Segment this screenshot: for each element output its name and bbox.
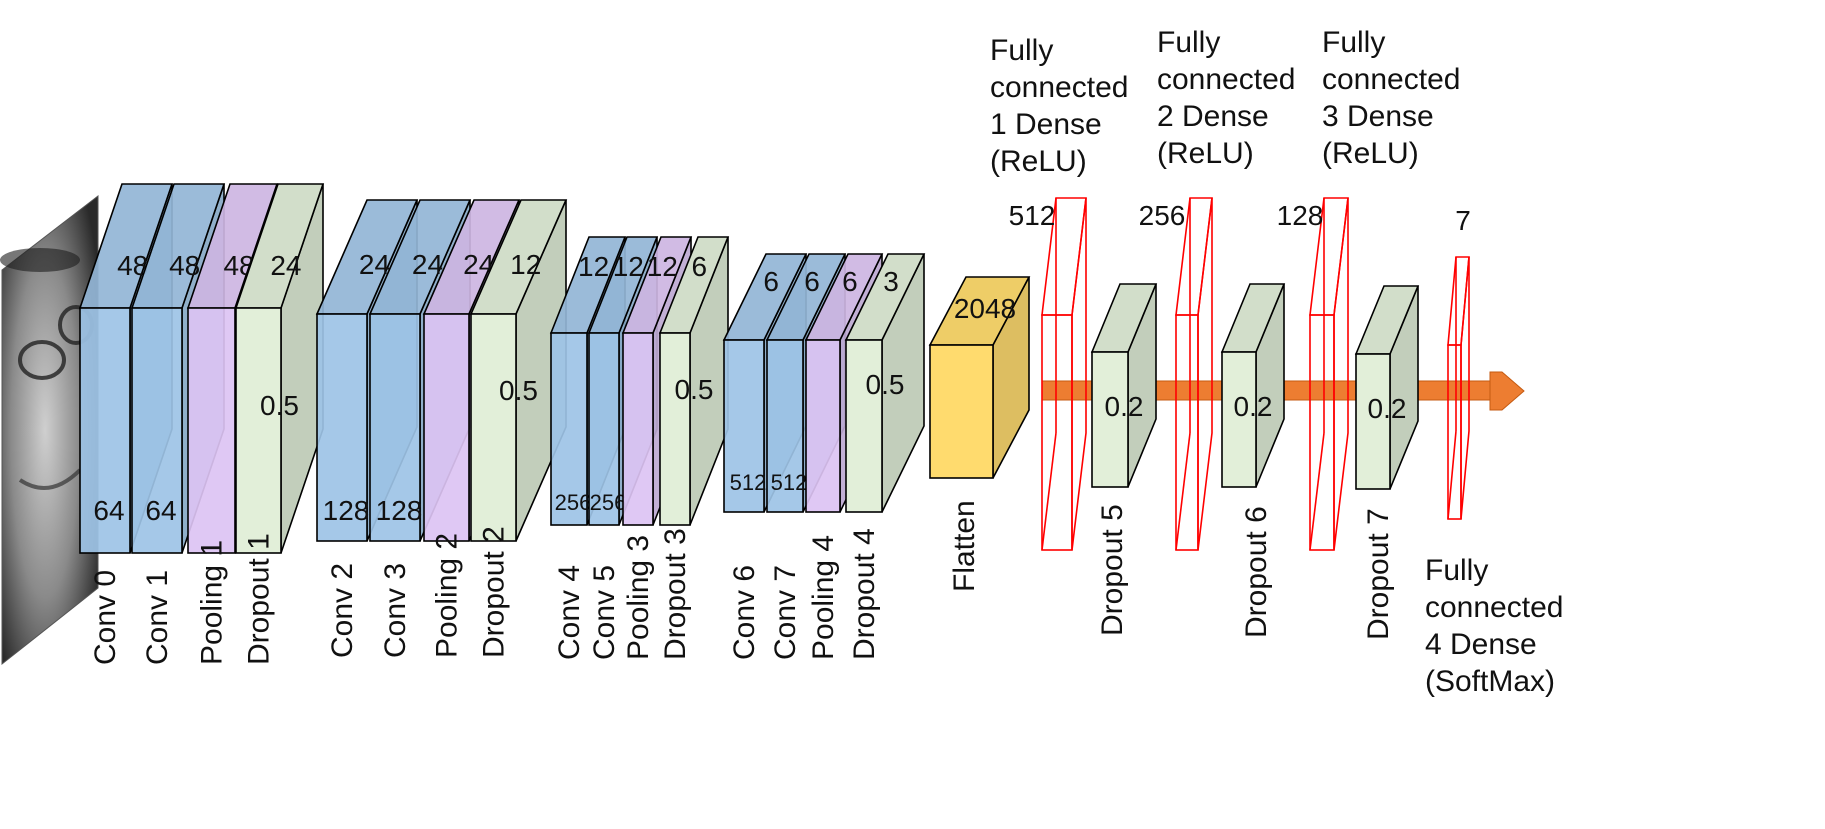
layer-label-10: Conv 5	[588, 565, 621, 660]
layer-label-1: Conv 0	[89, 570, 122, 665]
size-value-1: 64	[93, 495, 124, 526]
flatten-units: 2048	[954, 293, 1016, 324]
dense-caption-1-line-4: (ReLU)	[990, 145, 1087, 178]
dense-dropout-label-1: Dropout 5	[1096, 504, 1129, 636]
size-value-9: 256	[555, 490, 592, 515]
layer-label-2: Conv 1	[141, 570, 174, 665]
dense-layer-3	[1309, 197, 1349, 551]
dense-dropout-block-2	[1220, 283, 1286, 488]
size-value-2: 64	[145, 495, 176, 526]
depth-value-12: 6	[692, 251, 708, 282]
depth-value-14: 6	[804, 266, 820, 297]
input-face-image	[0, 194, 99, 666]
dense-caption-2-line-3: 2 Dense	[1157, 100, 1269, 133]
layer-label-11: Pooling 3	[622, 535, 655, 660]
dense-layer-1	[1041, 197, 1087, 551]
dense-dropout-rate-1: 0.2	[1105, 391, 1144, 422]
depth-value-13: 6	[763, 266, 779, 297]
size-value-13: 512	[730, 470, 767, 495]
dense-dropout-rate-3: 0.2	[1368, 393, 1407, 424]
dense-dropout-block-3	[1354, 285, 1420, 490]
dense-dropout-rate-2: 0.2	[1234, 391, 1273, 422]
dense-dropout-label-2: Dropout 6	[1240, 506, 1273, 638]
dropout-rate-16: 0.5	[866, 369, 905, 400]
layer-label-5: Conv 2	[326, 563, 359, 658]
size-value-5: 128	[323, 495, 370, 526]
depth-value-5: 24	[359, 249, 390, 280]
dense-caption-4-line-2: connected	[1425, 591, 1563, 624]
layer-label-6: Conv 3	[379, 563, 412, 658]
size-value-10: 256	[590, 490, 627, 515]
dense-caption-3-line-1: Fully	[1322, 26, 1385, 59]
dense-units-2: 256	[1139, 200, 1186, 231]
dense-units-1: 512	[1009, 200, 1056, 231]
layer-label-4: Dropout 1	[243, 533, 276, 665]
dense-layer-2	[1175, 197, 1213, 551]
dropout-rate-8: 0.5	[499, 375, 538, 406]
dense-caption-2-line-2: connected	[1157, 63, 1295, 96]
depth-value-11: 12	[647, 251, 678, 282]
dense-caption-4-line-4: (SoftMax)	[1425, 665, 1555, 698]
flatten-label: Flatten	[948, 500, 981, 592]
depth-value-4: 24	[270, 250, 301, 281]
dense-caption-4-line-1: Fully	[1425, 554, 1488, 587]
depth-value-8: 12	[510, 249, 541, 280]
dense-dropout-label-3: Dropout 7	[1362, 508, 1395, 640]
layer-label-16: Dropout 4	[848, 528, 881, 660]
depth-value-2: 48	[169, 250, 200, 281]
dense-caption-3-line-3: 3 Dense	[1322, 100, 1434, 133]
layer-label-13: Conv 6	[728, 565, 761, 660]
size-value-6: 128	[376, 495, 423, 526]
dense-caption-1-line-3: 1 Dense	[990, 108, 1102, 141]
depth-value-6: 24	[412, 249, 443, 280]
layer-block-4	[234, 183, 325, 554]
dropout-rate-12: 0.5	[675, 374, 714, 405]
layer-block-12	[658, 236, 730, 526]
layer-label-3: Pooling 1	[196, 540, 229, 665]
dense-caption-2-line-1: Fully	[1157, 26, 1220, 59]
dense-dropout-block-1	[1090, 283, 1158, 488]
layer-label-8: Dropout 2	[478, 526, 511, 658]
layer-label-7: Pooling 2	[431, 533, 464, 658]
dense-caption-3-line-4: (ReLU)	[1322, 137, 1419, 170]
depth-value-15: 6	[842, 266, 858, 297]
layer-label-15: Pooling 4	[807, 535, 840, 660]
dense-units-3: 128	[1277, 200, 1324, 231]
layer-label-12: Dropout 3	[659, 528, 692, 660]
flatten-block	[928, 276, 1031, 479]
layer-block-16	[844, 253, 926, 513]
depth-value-16: 3	[883, 266, 899, 297]
dense-caption-2-line-4: (ReLU)	[1157, 137, 1254, 170]
dense-caption-1-line-1: Fully	[990, 34, 1053, 67]
dropout-rate-4: 0.5	[260, 390, 299, 421]
dense-caption-3-line-2: connected	[1322, 63, 1460, 96]
dense-layer-4	[1447, 256, 1470, 520]
layer-label-14: Conv 7	[769, 565, 802, 660]
dense-caption-1-line-2: connected	[990, 71, 1128, 104]
size-value-14: 512	[771, 470, 808, 495]
dense-caption-4-line-3: 4 Dense	[1425, 628, 1537, 661]
depth-value-10: 12	[613, 251, 644, 282]
depth-value-9: 12	[578, 251, 609, 282]
layer-label-9: Conv 4	[553, 565, 586, 660]
dense-units-4: 7	[1455, 205, 1471, 236]
